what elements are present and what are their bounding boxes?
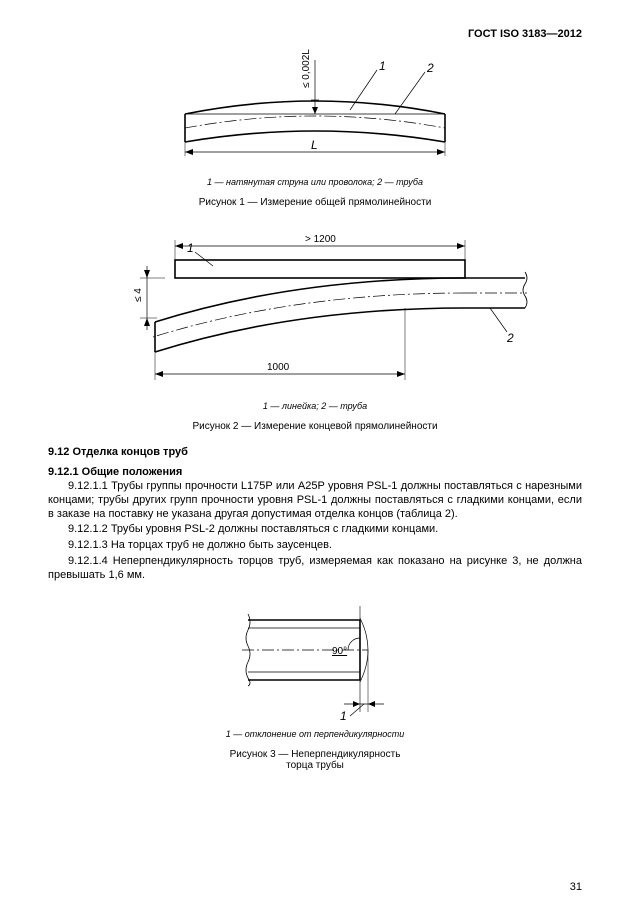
- fig2-top-dim: > 1200: [305, 234, 336, 245]
- figure-1: ≤ 0,002L 1 2 L 1 — натянутая струна или …: [48, 48, 582, 208]
- figure-2-svg: > 1200 1 2: [95, 222, 535, 392]
- fig3-legend: 1 — отклонение от перпендикулярности: [48, 729, 582, 739]
- para-3: 9.12.1.3 На торцах труб не должно быть з…: [48, 539, 582, 553]
- fig2-gap-label: ≤ 4: [133, 288, 144, 302]
- fig1-tolerance-label: ≤ 0,002L: [301, 49, 312, 88]
- fig2-bottom-dim: 1000: [267, 362, 290, 373]
- fig1-length-label: L: [311, 138, 318, 152]
- subsection-title: 9.12.1 Общие положения: [48, 466, 582, 478]
- fig1-callout-1: 1: [379, 59, 386, 73]
- fig2-caption: Рисунок 2 — Измерение концевой прямолине…: [48, 421, 582, 432]
- fig1-caption: Рисунок 1 — Измерение общей прямолинейно…: [48, 197, 582, 208]
- figure-3: 90° 1 1 — отклонение от перпендикулярнос…: [48, 600, 582, 771]
- fig1-legend: 1 — натянутая струна или проволока; 2 — …: [48, 177, 582, 187]
- fig3-callout-1: 1: [340, 709, 347, 720]
- para-4: 9.12.1.4 Неперпендикулярность торцов тру…: [48, 555, 582, 583]
- para-1: 9.12.1.1 Трубы группы прочности L175P ил…: [48, 480, 582, 521]
- page: ГОСТ ISO 3183—2012 ≤ 0,002L 1: [0, 0, 630, 913]
- page-number: 31: [570, 881, 582, 893]
- figure-2: > 1200 1 2: [48, 222, 582, 432]
- fig1-callout-2: 2: [426, 61, 434, 75]
- fig3-angle-label: 90°: [332, 646, 347, 657]
- figure-3-svg: 90° 1: [220, 600, 410, 720]
- fig2-callout-2: 2: [506, 331, 514, 345]
- fig2-callout-1: 1: [187, 241, 194, 255]
- header-standard: ГОСТ ISO 3183—2012: [48, 28, 582, 40]
- para-2: 9.12.1.2 Трубы уровня PSL-2 должны поста…: [48, 523, 582, 537]
- section-title: 9.12 Отделка концов труб: [48, 446, 582, 458]
- figure-1-svg: ≤ 0,002L 1 2 L: [145, 48, 485, 168]
- fig2-legend: 1 — линейка; 2 — труба: [48, 401, 582, 411]
- fig3-caption-line2: торца трубы: [48, 760, 582, 771]
- fig3-caption-line1: Рисунок 3 — Неперпендикулярность: [48, 749, 582, 760]
